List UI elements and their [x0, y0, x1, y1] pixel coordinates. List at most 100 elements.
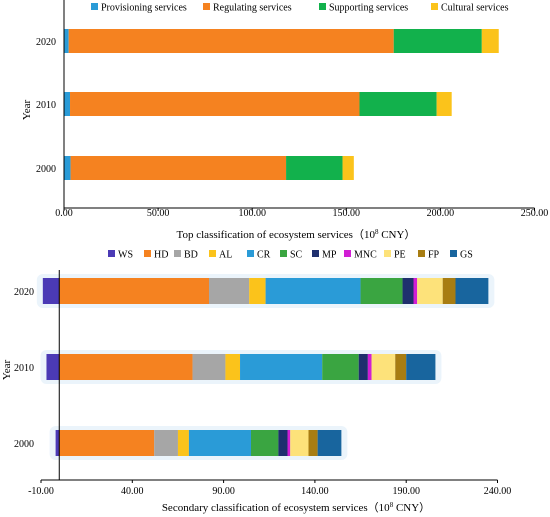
- x-tick-label: 140.00: [301, 486, 329, 497]
- bar-segment: [192, 354, 226, 380]
- legend-swatch: [174, 250, 181, 257]
- y-axis-title: Year: [1, 360, 13, 381]
- legend-label: MNC: [354, 250, 377, 261]
- legend-swatch: [209, 250, 216, 257]
- top-classification-chart: Provisioning services Regulating services…: [21, 0, 548, 241]
- legend-swatch: [247, 250, 254, 257]
- legend-label: Cultural services: [441, 3, 509, 14]
- bar-segment: [360, 278, 403, 304]
- bar-segment: [225, 354, 241, 380]
- legend-swatch: [450, 250, 457, 257]
- legend-label: HD: [154, 250, 168, 261]
- bar-segment: [413, 278, 418, 304]
- legend-label: CR: [257, 250, 271, 261]
- y-tick-label: 2010: [14, 363, 34, 374]
- legend-label: FP: [428, 250, 440, 261]
- legend-swatch: [144, 250, 151, 257]
- legend-label: Provisioning services: [101, 3, 187, 14]
- bar-segment: [442, 278, 456, 304]
- bar-segment: [154, 430, 178, 456]
- legend-swatch: [108, 250, 115, 257]
- legend-swatch: [280, 250, 287, 257]
- legend-label: MP: [322, 250, 337, 261]
- bar-segment: [322, 354, 359, 380]
- x-tick-label: 240.00: [484, 486, 512, 497]
- x-tick-label: 50.00: [147, 208, 170, 219]
- bar-segment: [59, 430, 155, 456]
- y-tick-label: 2000: [14, 439, 34, 450]
- legend-label: BD: [184, 250, 198, 261]
- bar-segment: [265, 278, 361, 304]
- x-axis-title: Top classification of ecosystem services…: [177, 228, 416, 241]
- bar-segment: [371, 354, 396, 380]
- bar-segment: [46, 354, 60, 380]
- bar-segment: [59, 354, 193, 380]
- legend-swatch: [319, 3, 326, 10]
- bar-segment: [402, 278, 414, 304]
- x-tick-label: 100.00: [238, 208, 266, 219]
- bar-segment: [317, 430, 342, 456]
- legend-label: Supporting services: [329, 3, 408, 14]
- x-tick-label: 190.00: [392, 486, 420, 497]
- bar-segment: [278, 430, 288, 456]
- legend-swatch: [91, 3, 98, 10]
- legend-swatch: [418, 250, 425, 257]
- bar-segment: [359, 92, 437, 116]
- x-tick-label: 250.00: [521, 208, 549, 219]
- x-tick-label: 200.00: [427, 208, 455, 219]
- x-axis-title: Secondary classification of ecosystem se…: [162, 501, 430, 514]
- bar-segment: [42, 278, 60, 304]
- legend-label: SC: [290, 250, 303, 261]
- bar-segment: [406, 354, 436, 380]
- bar-segment: [59, 278, 209, 304]
- bar-segment: [455, 278, 489, 304]
- bar-segment: [342, 156, 354, 180]
- y-tick-label: 2010: [36, 100, 56, 111]
- bar-segment: [481, 29, 499, 53]
- bar-segment: [286, 156, 343, 180]
- x-tick-label: 150.00: [333, 208, 361, 219]
- bar-segment: [64, 92, 71, 116]
- bar-segment: [290, 430, 309, 456]
- legend-swatch: [431, 3, 438, 10]
- bar-segment: [70, 156, 287, 180]
- legend-label: AL: [219, 250, 232, 261]
- legend-label: PE: [394, 250, 406, 261]
- bar-segment: [64, 156, 71, 180]
- bar-segment: [393, 29, 482, 53]
- bar-segment: [55, 430, 60, 456]
- bar-segment: [250, 430, 279, 456]
- legend-swatch: [384, 250, 391, 257]
- bar-segment: [367, 354, 372, 380]
- bar-segment: [287, 430, 291, 456]
- bar-segment: [308, 430, 318, 456]
- bar-segment: [358, 354, 368, 380]
- x-tick-label: 0.00: [55, 208, 73, 219]
- y-tick-label: 2000: [36, 164, 56, 175]
- legend-label: Regulating services: [213, 3, 292, 14]
- bar-segment: [436, 92, 452, 116]
- legend-swatch: [203, 3, 210, 10]
- bar-segment: [240, 354, 323, 380]
- bar-segment: [177, 430, 189, 456]
- bar-segment: [249, 278, 266, 304]
- legend-swatch: [312, 250, 319, 257]
- legend-swatch: [344, 250, 351, 257]
- bar-segment: [70, 92, 360, 116]
- y-tick-label: 2020: [36, 37, 56, 48]
- legend-label: WS: [118, 250, 133, 261]
- legend-label: GS: [460, 250, 473, 261]
- bar-segment: [64, 29, 69, 53]
- bar-segment: [417, 278, 443, 304]
- bar-segment: [68, 29, 394, 53]
- x-tick-label: 90.00: [212, 486, 235, 497]
- y-tick-label: 2020: [14, 287, 34, 298]
- bar-segment: [395, 354, 407, 380]
- y-axis-title: Year: [21, 100, 33, 121]
- bar-segment: [188, 430, 251, 456]
- secondary-classification-chart: WS HD BD AL CR SC MP MNC PE FP GS 2020 2010 2000 -10.0…: [1, 250, 511, 515]
- bar-segment: [208, 278, 250, 304]
- x-tick-label: -10.00: [28, 486, 54, 497]
- x-tick-label: 40.00: [121, 486, 144, 497]
